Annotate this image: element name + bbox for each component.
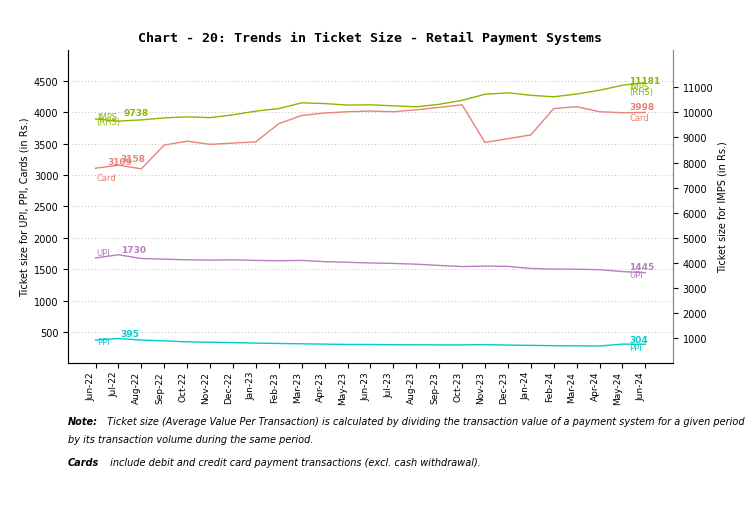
Text: Ticket size (Average Value Per Transaction) is calculated by dividing the transa: Ticket size (Average Value Per Transacti… <box>104 417 745 427</box>
Text: IMPS: IMPS <box>629 82 649 91</box>
Text: Card: Card <box>97 174 116 183</box>
Text: 1445: 1445 <box>629 262 655 271</box>
Text: include debit and credit card payment transactions (excl. cash withdrawal).: include debit and credit card payment tr… <box>107 457 481 467</box>
Text: Card: Card <box>629 114 649 123</box>
Text: 3109: 3109 <box>107 158 132 167</box>
Text: (RHS): (RHS) <box>97 118 121 127</box>
Text: 11181: 11181 <box>629 77 661 85</box>
Text: PPI: PPI <box>629 343 642 352</box>
Text: Cards: Cards <box>68 457 99 467</box>
Text: 395: 395 <box>121 329 140 338</box>
Text: 3998: 3998 <box>629 103 655 112</box>
Title: Chart - 20: Trends in Ticket Size - Retail Payment Systems: Chart - 20: Trends in Ticket Size - Reta… <box>138 32 603 45</box>
Text: Note:: Note: <box>68 417 98 427</box>
Text: UPI: UPI <box>97 249 110 258</box>
Text: 9738: 9738 <box>123 109 148 118</box>
Y-axis label: Ticket size for UPI, PPI, Cards (in Rs.): Ticket size for UPI, PPI, Cards (in Rs.) <box>20 118 29 296</box>
Text: by its transaction volume during the same period.: by its transaction volume during the sam… <box>68 434 314 444</box>
Text: 304: 304 <box>629 335 648 344</box>
Text: UPI: UPI <box>629 270 643 279</box>
Text: IMPS: IMPS <box>97 113 116 122</box>
Y-axis label: Ticket size for IMPS (in Rs.): Ticket size for IMPS (in Rs.) <box>717 141 727 273</box>
Text: PPI: PPI <box>97 337 110 346</box>
Text: (RHS): (RHS) <box>629 88 653 97</box>
Text: 1730: 1730 <box>121 245 146 254</box>
Text: 3158: 3158 <box>121 155 146 163</box>
